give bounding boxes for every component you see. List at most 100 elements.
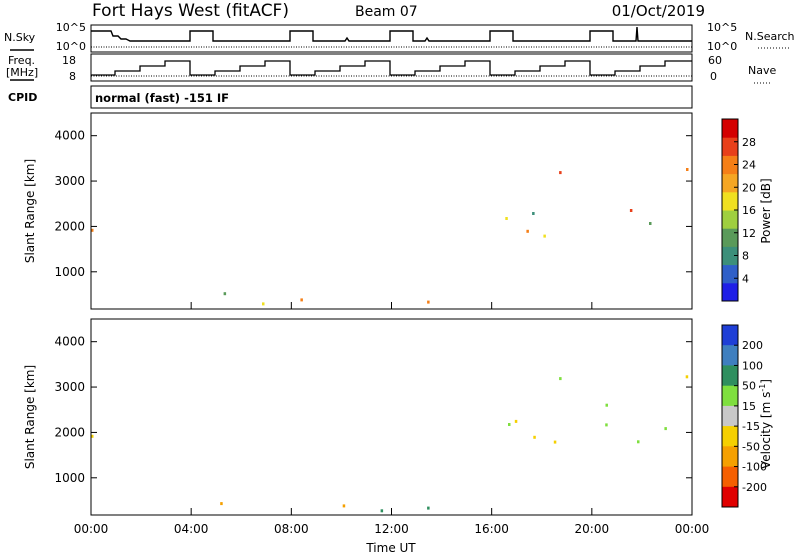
cpid-text: normal (fast) -151 IF xyxy=(95,91,229,105)
velocity-x-tick-label: 00:00 xyxy=(74,522,109,536)
power-colorbar-segment xyxy=(722,210,738,229)
velocity-x-tick-label: 04:00 xyxy=(174,522,209,536)
velocity-colorbar-segment xyxy=(722,466,738,488)
power-echo-cell xyxy=(543,234,546,238)
power-x-axis xyxy=(90,302,693,309)
power-colorbar-segment xyxy=(722,119,738,138)
noise-right-label: N.Search xyxy=(745,30,795,43)
figure-title: Fort Hays West (fitACF) xyxy=(92,1,289,21)
velocity-echo-cell xyxy=(533,435,536,439)
power-echo-cell xyxy=(526,229,529,233)
freq-right-tick-bottom: 0 xyxy=(710,70,717,83)
velocity-colorbar-segment xyxy=(722,486,738,508)
velocity-echo-cell xyxy=(553,440,557,444)
velocity-colorbar-segment xyxy=(722,325,738,346)
velocity-x-axis: 00:00 04:00 08:00 12:00 16:00 20:00 00:00 xyxy=(74,508,710,536)
velocity-colorbar-tick-label: 100 xyxy=(742,359,763,372)
freq-label-line2: [MHz] xyxy=(6,66,38,79)
velocity-colorbar-segment xyxy=(722,426,738,447)
velocity-colorbar-tick-label: 200 xyxy=(742,339,763,352)
velocity-y-tick-label: 1000 xyxy=(54,471,85,485)
power-colorbar-segment xyxy=(722,282,738,302)
noise-panel: N.Sky 10^5 10^0 10^5 10^0 N.Search xyxy=(4,21,795,53)
frequency-panel: Freq. [MHz] 18 8 60 0 Nave xyxy=(6,53,776,84)
power-echo-cell xyxy=(505,217,508,220)
power-echo-cell xyxy=(300,298,303,302)
velocity-x-tick-label: 00:00 xyxy=(675,522,710,536)
velocity-echo-cell xyxy=(220,502,223,506)
velocity-ylabel: Slant Range [km] xyxy=(23,365,37,469)
noise-right-tick-bottom: 10^0 xyxy=(707,40,737,53)
velocity-echo-cell xyxy=(605,423,608,427)
velocity-y-tick-label: 2000 xyxy=(54,425,85,439)
velocity-echo-cell xyxy=(91,434,94,438)
velocity-colorbar-segment xyxy=(722,446,738,467)
date-label: 01/Oct/2019 xyxy=(612,2,705,20)
velocity-colorbar-segment xyxy=(722,385,738,407)
velocity-echo-cell xyxy=(605,403,608,407)
power-echo-cell xyxy=(427,300,430,304)
cpid-panel: CPID normal (fast) -151 IF xyxy=(8,85,693,109)
noise-left-tick-bottom: 10^0 xyxy=(56,40,86,53)
power-y-tick-label: 2000 xyxy=(54,219,85,233)
power-colorbar-label: Power [dB] xyxy=(759,178,773,243)
velocity-echo-cell xyxy=(427,506,430,510)
velocity-colorbar-segment xyxy=(722,365,738,387)
velocity-colorbar: 200 100 50 15 -15 -50 -100 -200 xyxy=(721,324,767,508)
velocity-colorbar-segment xyxy=(722,405,738,427)
noise-sky-trace xyxy=(91,26,692,42)
power-colorbar-segment xyxy=(722,228,738,247)
time-axis-label: Time UT xyxy=(365,541,416,554)
velocity-colorbar-tick-label: -100 xyxy=(742,461,767,474)
power-echo-cell xyxy=(262,302,265,306)
power-y-tick-label: 1000 xyxy=(54,265,85,279)
velocity-y-tick-label: 3000 xyxy=(54,380,85,394)
power-echo-cell xyxy=(532,212,535,215)
nave-label: Nave xyxy=(748,64,776,77)
velocity-x-tick-label: 12:00 xyxy=(374,522,409,536)
power-colorbar-segment xyxy=(722,246,738,266)
velocity-echo-cell xyxy=(508,423,511,426)
power-echo-cell xyxy=(91,228,94,232)
power-colorbar-segment xyxy=(722,137,738,156)
noise-right-tick-top: 10^5 xyxy=(707,21,737,34)
velocity-echo-cell xyxy=(664,427,667,431)
velocity-y-axis: 1000 2000 3000 4000 xyxy=(54,335,692,485)
power-echo-cell xyxy=(649,222,652,225)
frequency-trace xyxy=(91,60,692,76)
power-y-tick-label: 4000 xyxy=(54,129,85,143)
power-colorbar-segment xyxy=(722,155,738,175)
velocity-echo-cell xyxy=(637,440,640,444)
power-ylabel: Slant Range [km] xyxy=(23,159,37,263)
power-colorbar-tick-label: 4 xyxy=(742,272,749,285)
velocity-colorbar-tick-label: -50 xyxy=(742,440,760,453)
freq-label-line1: Freq. xyxy=(8,54,35,67)
velocity-y-tick-label: 4000 xyxy=(54,335,85,349)
beam-label: Beam 07 xyxy=(355,4,418,20)
freq-left-tick-top: 18 xyxy=(62,54,76,67)
power-colorbar-tick-label: 24 xyxy=(742,159,756,172)
power-y-axis: 1000 2000 3000 4000 xyxy=(54,129,692,279)
power-panel: 1000 2000 3000 4000 Slant Range [km] 4 8 12 16… xyxy=(23,112,773,310)
cpid-label: CPID xyxy=(8,91,37,104)
velocity-x-tick-label: 20:00 xyxy=(575,522,610,536)
power-echo-layer xyxy=(91,168,689,306)
freq-right-tick-top: 60 xyxy=(708,54,722,67)
power-colorbar-tick-label: 12 xyxy=(742,227,756,240)
power-echo-cell xyxy=(686,168,689,171)
velocity-echo-cell xyxy=(559,377,562,381)
power-colorbar-tick-label: 16 xyxy=(742,204,756,217)
power-colorbar-tick-label: 8 xyxy=(742,250,749,263)
velocity-colorbar-tick-label: 15 xyxy=(742,400,756,413)
velocity-colorbar-tick-label: 50 xyxy=(742,380,756,393)
power-colorbar-segment xyxy=(722,173,738,193)
velocity-colorbar-label: Velocity [m s-1] xyxy=(758,379,773,469)
power-colorbar-segment xyxy=(722,191,738,211)
velocity-colorbar-tick-label: -15 xyxy=(742,420,760,433)
velocity-colorbar-tick-label: -200 xyxy=(742,481,767,494)
freq-left-tick-bottom: 8 xyxy=(69,70,76,83)
power-colorbar: 4 8 12 16 20 24 28 xyxy=(721,118,756,302)
velocity-x-tick-label: 08:00 xyxy=(274,522,309,536)
velocity-echo-layer xyxy=(91,375,689,513)
